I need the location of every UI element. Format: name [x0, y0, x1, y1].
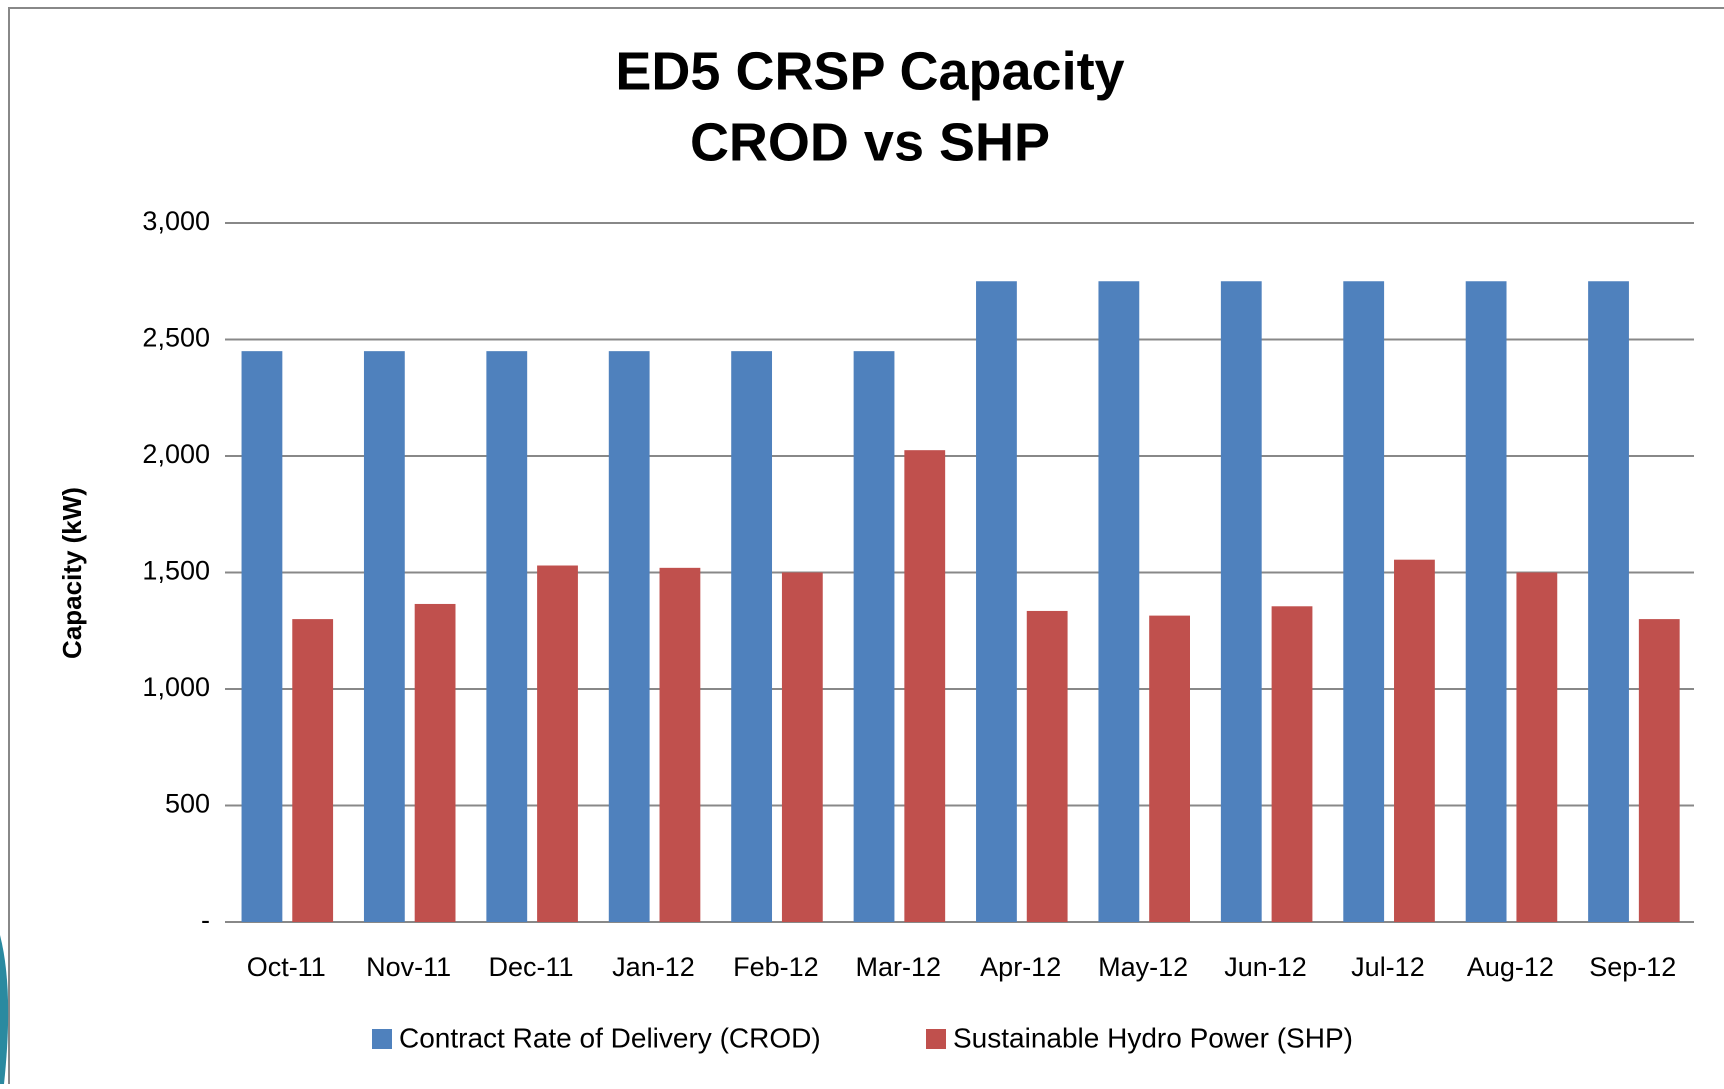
- x-tick-label: Oct-11: [247, 952, 326, 982]
- bar: [486, 351, 528, 922]
- legend-label: Sustainable Hydro Power (SHP): [953, 1022, 1353, 1053]
- x-tick-label: Apr-12: [980, 952, 1061, 982]
- bar: [1638, 619, 1680, 922]
- bar: [537, 565, 578, 922]
- bar: [659, 567, 701, 922]
- bar: [241, 351, 283, 922]
- x-tick-label: Aug-12: [1467, 952, 1554, 982]
- x-tick-label: Sep-12: [1589, 952, 1676, 982]
- y-tick-label: 2,500: [142, 323, 210, 353]
- x-tick-label: Mar-12: [856, 952, 942, 982]
- bar: [1394, 559, 1435, 922]
- x-tick-label: Feb-12: [733, 952, 819, 982]
- bar: [1026, 610, 1068, 922]
- bar: [1271, 606, 1313, 922]
- bar: [1588, 281, 1629, 922]
- bar: [414, 603, 456, 922]
- y-tick-label: 1,500: [142, 556, 210, 586]
- chart-subtitle: CROD vs SHP: [690, 112, 1050, 172]
- bar: [731, 351, 773, 922]
- bar: [781, 572, 823, 922]
- bar: [976, 281, 1017, 922]
- x-tick-label: Jul-12: [1351, 952, 1425, 982]
- bar: [1149, 615, 1190, 922]
- x-tick-label: Dec-11: [489, 952, 574, 982]
- y-tick-label: 2,000: [142, 439, 210, 469]
- bar: [1220, 281, 1262, 922]
- legend-label: Contract Rate of Delivery (CROD): [399, 1022, 821, 1053]
- x-tick-label: Nov-11: [366, 952, 451, 982]
- bar: [1516, 572, 1558, 922]
- y-tick-label: -: [201, 905, 210, 935]
- x-tick-label: May-12: [1098, 952, 1188, 982]
- bar: [608, 351, 650, 922]
- y-tick-label: 1,000: [142, 672, 210, 702]
- bar: [292, 619, 334, 922]
- chart-title: ED5 CRSP Capacity: [615, 41, 1124, 101]
- legend-swatch: [926, 1029, 946, 1049]
- bar: [853, 351, 895, 922]
- bar: [1343, 281, 1385, 922]
- x-tick-label: Jun-12: [1224, 952, 1307, 982]
- bar: [904, 450, 946, 922]
- frame: [8, 7, 1724, 1084]
- y-tick-label: 500: [165, 789, 210, 819]
- legend-swatch: [372, 1029, 392, 1049]
- bar: [363, 351, 405, 922]
- bar: [1098, 281, 1140, 922]
- bar: [1465, 281, 1507, 922]
- decoration: [0, 935, 9, 1084]
- y-tick-label: 3,000: [142, 206, 210, 236]
- y-axis-label: Capacity (kW): [57, 487, 87, 659]
- x-tick-label: Jan-12: [612, 952, 695, 982]
